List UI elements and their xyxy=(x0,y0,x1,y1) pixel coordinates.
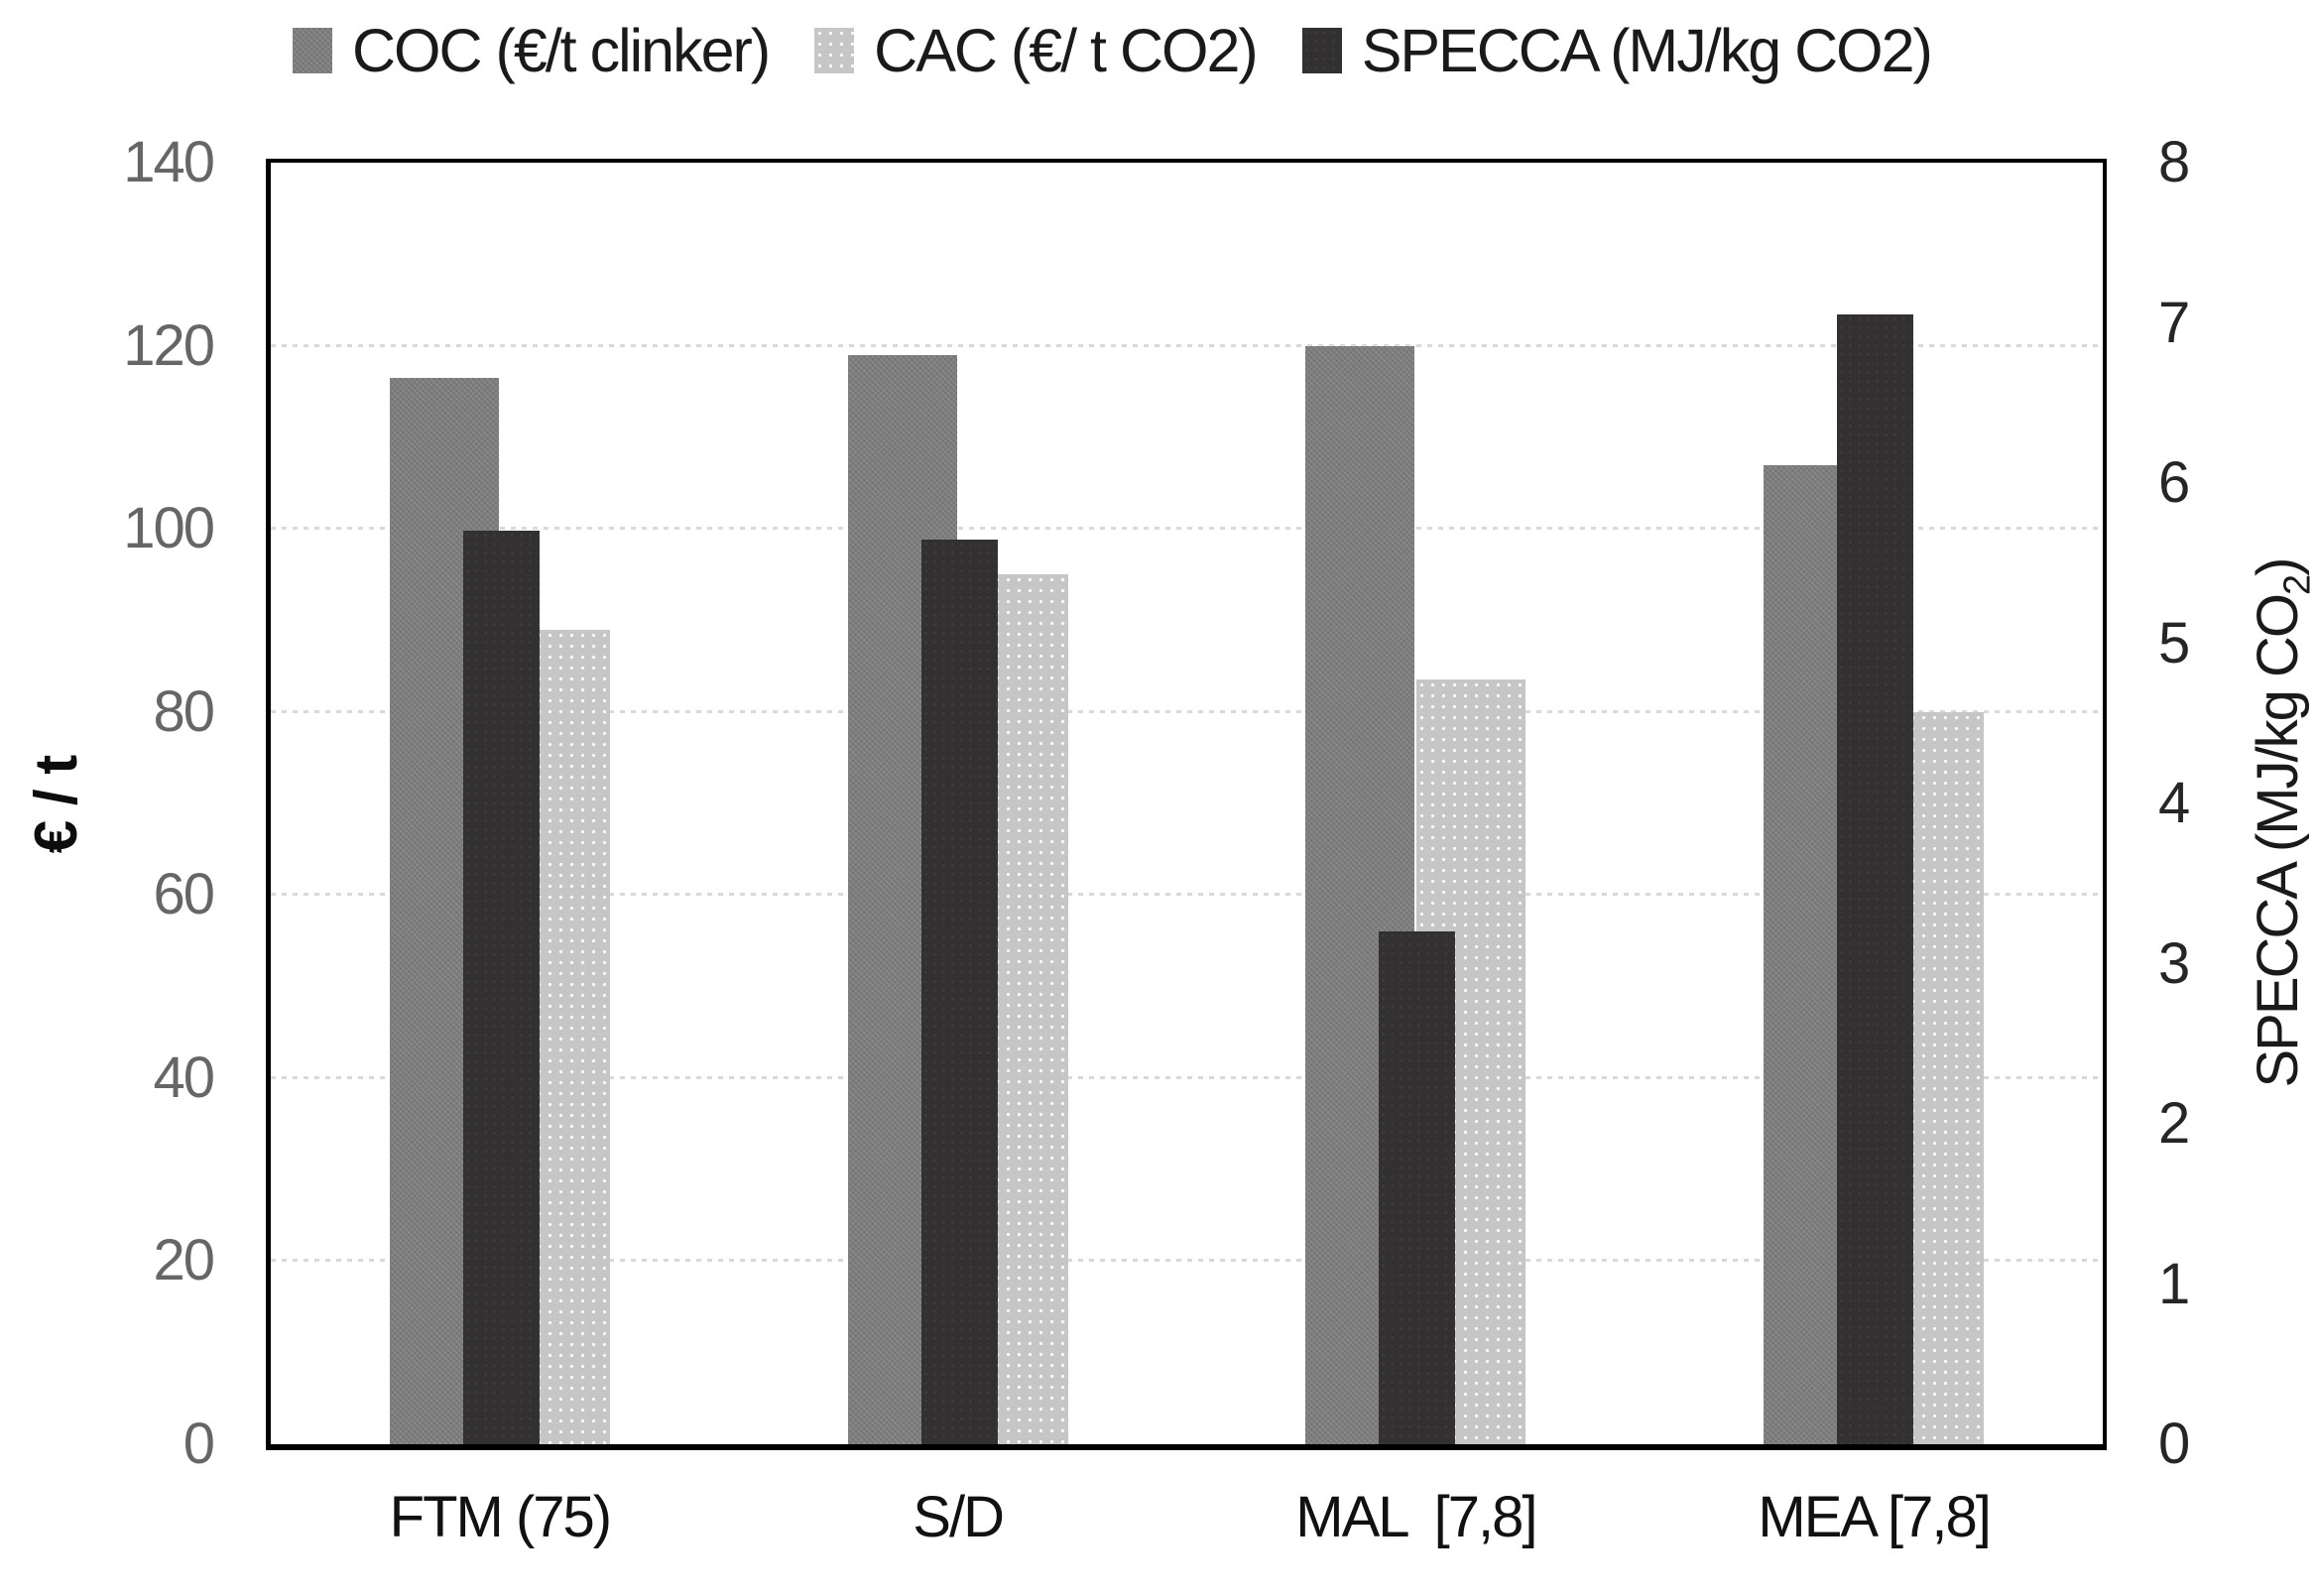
left-tick-label-20: 20 xyxy=(153,1228,215,1293)
right-axis-title-subscript: 2 xyxy=(2276,575,2318,595)
x-category-label-1: S/D xyxy=(913,1485,1005,1549)
x-category-label-3: MEA [7,8] xyxy=(1758,1485,1991,1549)
gridline-40 xyxy=(271,1075,2103,1079)
legend-label-coc: COC (€/t clinker) xyxy=(352,17,771,84)
gridline-80 xyxy=(271,709,2103,713)
left-tick-label-60: 60 xyxy=(153,862,215,927)
right-tick-label-7: 7 xyxy=(2158,290,2191,355)
gridline-20 xyxy=(271,1259,2103,1263)
x-category-label-2: MAL [7,8] xyxy=(1295,1485,1537,1549)
legend-item-specca: SPECCA (MJ/kg CO2) xyxy=(1301,16,1933,85)
left-tick-label-120: 120 xyxy=(123,312,215,378)
right-axis-title: SPECCA (MJ/kg CO2) xyxy=(2243,327,2318,1319)
left-tick-label-80: 80 xyxy=(153,678,215,744)
legend-item-cac: CAC (€/ t CO2) xyxy=(814,16,1259,85)
left-tick-label-40: 40 xyxy=(153,1044,215,1110)
right-tick-label-6: 6 xyxy=(2158,450,2191,515)
left-axis-title: € / t xyxy=(23,755,89,854)
right-tick-label-3: 3 xyxy=(2158,930,2191,996)
right-tick-label-5: 5 xyxy=(2158,610,2191,675)
left-tick-label-100: 100 xyxy=(123,496,215,561)
legend: COC (€/t clinker) CAC (€/ t CO2) SPECCA (M… xyxy=(293,16,2318,85)
right-tick-label-2: 2 xyxy=(2158,1091,2191,1156)
gridline-120 xyxy=(271,343,2103,347)
right-tick-label-8: 8 xyxy=(2158,130,2191,194)
left-tick-label-0: 0 xyxy=(183,1412,215,1476)
x-category-label-0: FTM (75) xyxy=(389,1485,612,1549)
right-axis-title-text: SPECCA (MJ/kg CO xyxy=(2246,594,2310,1088)
plot-area xyxy=(266,159,2107,1450)
gridline-100 xyxy=(271,527,2103,531)
bar-specca-0 xyxy=(462,531,540,1444)
legend-label-cac: CAC (€/ t CO2) xyxy=(874,17,1259,84)
left-tick-label-140: 140 xyxy=(123,130,215,194)
legend-label-specca: SPECCA (MJ/kg CO2) xyxy=(1361,17,1933,84)
right-tick-label-1: 1 xyxy=(2158,1251,2191,1316)
right-tick-label-4: 4 xyxy=(2158,771,2191,835)
legend-swatch-coc xyxy=(293,28,332,73)
legend-item-coc: COC (€/t clinker) xyxy=(293,16,771,85)
gridline-60 xyxy=(271,893,2103,897)
bar-specca-1 xyxy=(920,540,998,1444)
right-axis-title-close: ) xyxy=(2246,558,2310,576)
bar-specca-3 xyxy=(1837,314,1914,1444)
legend-swatch-specca xyxy=(1301,28,1342,73)
legend-swatch-cac xyxy=(814,28,855,73)
bar-specca-2 xyxy=(1379,931,1456,1444)
right-tick-label-0: 0 xyxy=(2158,1412,2191,1476)
